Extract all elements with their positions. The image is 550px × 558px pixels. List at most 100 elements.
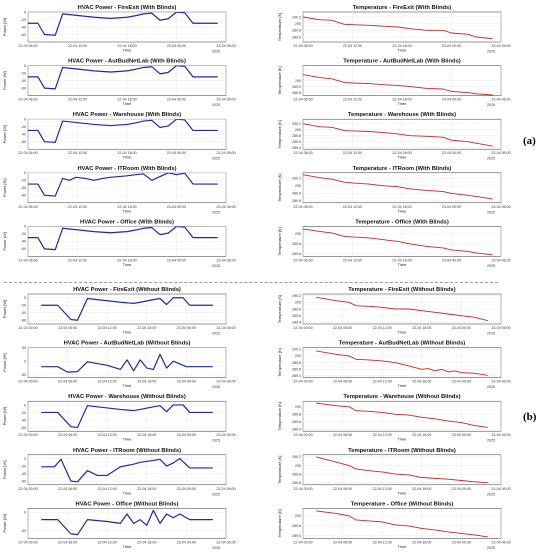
y-tick-label: -20 [21,304,26,308]
x-tick-label: 23-04 00:00 [167,205,186,209]
plot-area [27,400,227,432]
x-axis-label: Time [398,383,408,388]
x-axis-year-label: 2025 [212,332,220,336]
y-tick-label: 290 [295,405,301,409]
x-tick-label: 23-04 06:00 [216,151,235,155]
chart-title: Temperature - Office (With Blinds) [355,219,449,225]
y-axis-label: Power [W] [2,71,7,89]
power-line [28,65,218,90]
chart-panel: Temperature - Office (With Blinds) 22-04 … [277,219,511,268]
x-axis-year-label: 2025 [212,264,220,268]
x-tick-label: 22-04 06:00 [293,151,312,155]
chart-title: Temperature - FireExit (With Blinds) [353,5,451,11]
y-tick-label: 0 [24,10,26,14]
x-tick-label: 22-04 18:00 [117,205,136,209]
y-tick-label: 290.2 [292,455,301,459]
y-tick-label: 289.6 [292,140,301,144]
y-tick-label: 289.4 [292,428,301,432]
y-tick-label: 0 [24,296,26,300]
x-axis-year-label: 2025 [487,332,495,336]
x-axis-year-label: 2025 [487,50,495,54]
x-axis-year-label: 2025 [487,157,495,161]
x-tick-label: 23-04 00:00 [452,487,471,491]
x-tick-label: 23-04 06:00 [216,258,235,262]
x-tick-label: 23-04 06:00 [216,540,235,544]
y-tick-label: 290 [295,79,301,83]
y-tick-label: 289.6 [292,534,301,538]
x-tick-label: 22-04 12:00 [98,326,117,330]
y-tick-label: -20 [21,232,26,236]
x-tick-label: 22-04 06:00 [18,258,37,262]
group-label-a: (a) [523,135,536,147]
y-tick-label: 289.8 [292,134,301,138]
y-tick-label: 290.2 [292,122,301,126]
chart-title: HVAC Power - FireExit (Without Blinds) [73,287,181,293]
chart-panel: Temperature - AutBudNetLab (With Blinds)… [277,59,511,108]
power-line [41,457,213,483]
x-tick-label: 23-04 06:00 [491,487,510,491]
chart-title: HVAC Power - Warehouse (With Blinds) [73,112,182,118]
y-tick-label: -60 [21,86,26,90]
x-tick-label: 23-04 06:00 [491,540,510,544]
chart-panel: HVAC Power - Warehouse (Without Blinds) 2… [2,394,236,443]
chart-panel: Temperature - Warehouse (Without Blinds)… [277,394,511,443]
y-tick-label: 289.6 [292,481,301,485]
y-tick-label: -40 [21,311,26,315]
x-tick-label: 22-04 12:00 [343,258,362,262]
y-axis-label: Temperature [K] [277,174,282,202]
y-tick-label: -20 [21,411,26,415]
power-line [41,353,213,373]
x-axis-label: Time [398,155,408,160]
x-tick-label: 23-04 00:00 [452,540,471,544]
y-tick-label: -40 [21,418,26,422]
x-axis-label: Time [123,383,133,388]
x-tick-label: 22-04 12:00 [373,380,392,384]
y-tick-label: 289.8 [292,29,301,33]
x-tick-label: 23-04 00:00 [167,98,186,102]
chart-panel: Temperature - FireExit (With Blinds) 22-0… [277,5,511,54]
x-tick-label: 22-04 06:00 [293,98,312,102]
x-axis-label: Time [398,208,408,213]
x-axis-year-label: 2025 [212,50,220,54]
chart-title: HVAC Power - ITRoom (Without Blinds) [73,448,181,454]
x-tick-label: 23-04 00:00 [442,205,461,209]
x-tick-label: 22-04 06:00 [58,380,77,384]
x-tick-label: 22-04 18:00 [117,98,136,102]
chart-panel: Temperature - ITRoom (Without Blinds) 22-… [277,448,511,497]
x-tick-label: 23-04 06:00 [216,433,235,437]
x-tick-label: 22-04 18:00 [117,44,136,48]
x-tick-label: 22-04 06:00 [333,326,352,330]
power-line [41,509,213,536]
y-tick-label: 289.6 [292,252,301,256]
y-axis-label: Power [W] [2,461,7,479]
x-tick-label: 22-04 00:00 [18,540,37,544]
power-line [28,12,218,36]
chart-title: HVAC Power - FireExit (With Blinds) [78,5,177,11]
x-axis-year-label: 2025 [212,103,220,107]
y-tick-label: 290 [295,301,301,305]
x-tick-label: 23-04 06:00 [491,258,510,262]
x-axis-year-label: 2025 [487,492,495,496]
x-axis-label: Time [123,544,133,549]
temperature-line [316,296,488,322]
chart-title: Temperature - ITRoom (With Blinds) [353,166,452,172]
x-tick-label: 22-04 06:00 [58,487,77,491]
x-tick-label: 23-04 06:00 [491,151,510,155]
y-tick-label: -60 [21,479,26,483]
x-axis-label: Time [123,437,133,442]
x-axis-label: Time [123,490,133,495]
x-tick-label: 22-04 18:00 [117,151,136,155]
x-tick-label: 22-04 00:00 [18,487,37,491]
chart-title: HVAC Power - Warehouse (Without Blinds) [68,394,186,400]
y-axis-label: Power [W] [2,514,7,532]
x-tick-label: 22-04 12:00 [98,487,117,491]
temperature-line [303,228,493,256]
chart-panel: Temperature - Warehouse (With Blinds) 22-… [277,112,511,161]
y-tick-label: 289.6 [292,35,301,39]
x-axis-year-label: 2025 [212,439,220,443]
x-tick-label: 22-04 18:00 [392,258,411,262]
x-tick-label: 23-04 06:00 [216,98,235,102]
y-tick-label: 289.8 [292,307,301,311]
y-tick-label: 0 [24,171,26,175]
